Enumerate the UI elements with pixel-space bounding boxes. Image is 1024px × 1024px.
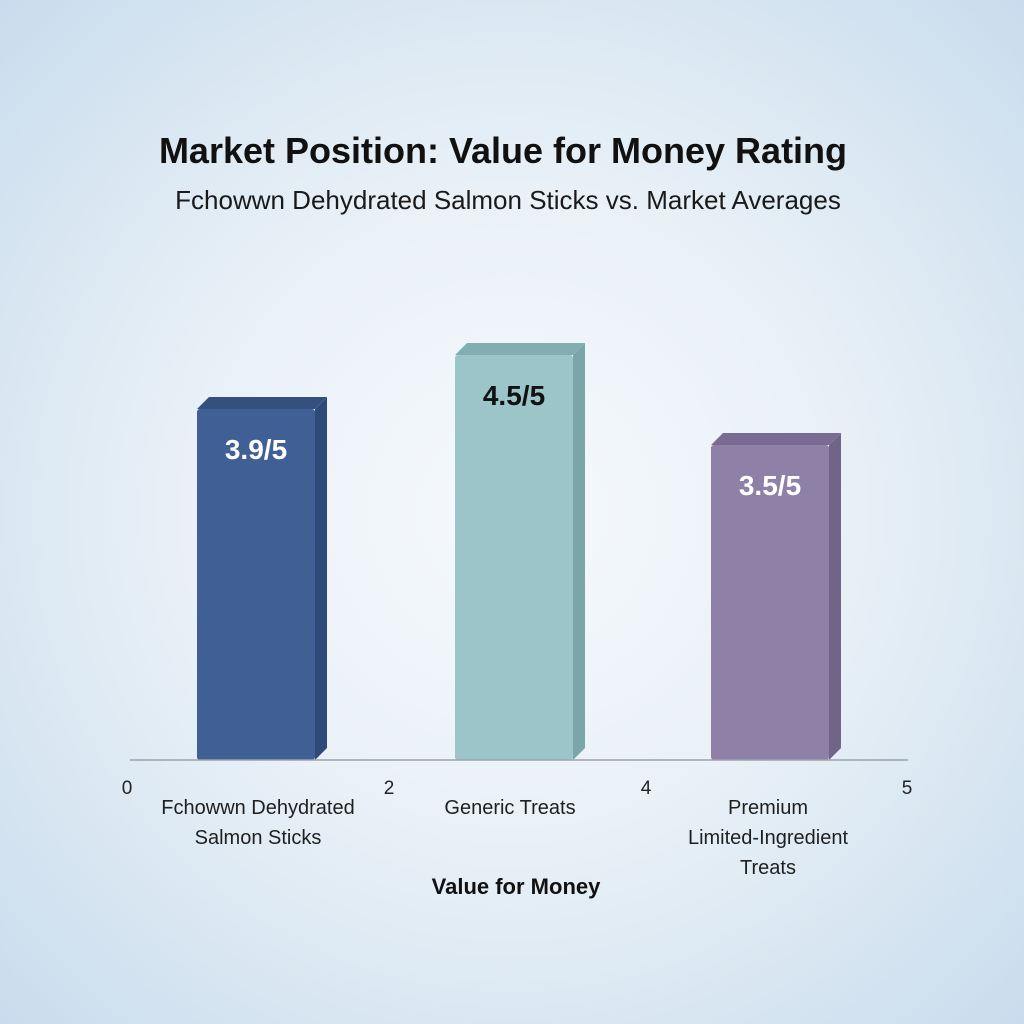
axis-ticks: 0 2 4 5 [122, 778, 913, 799]
bar-top-face [711, 433, 841, 445]
category-label: Generic Treats [444, 797, 575, 819]
category-label: Fchowwn Dehydrated Salmon Sticks [161, 797, 354, 849]
bar-side-face [573, 343, 585, 760]
bar-2: 4.5/5 [455, 343, 585, 760]
bar-front-face [711, 445, 829, 760]
tick-label: 4 [641, 778, 652, 799]
category-labels: Fchowwn Dehydrated Salmon Sticks Generic T… [161, 797, 848, 879]
chart-subtitle: Fchowwn Dehydrated Salmon Sticks vs. Mar… [175, 185, 841, 215]
bar-3: 3.5/5 [711, 433, 841, 760]
chart-title: Market Position: Value for Money Rating [159, 130, 847, 171]
data-label: 3.9/5 [225, 434, 287, 465]
tick-label: 0 [122, 778, 133, 799]
tick-label: 2 [384, 778, 395, 799]
bar-side-face [829, 433, 841, 760]
bar-front-face [455, 355, 573, 760]
tick-label: 5 [902, 778, 913, 799]
bar-top-face [455, 343, 585, 355]
bar-top-face [197, 397, 327, 409]
data-label: 3.5/5 [739, 470, 801, 501]
category-label: Premium Limited-Ingredient Treats [688, 797, 849, 879]
data-label: 4.5/5 [483, 380, 545, 411]
bar-side-face [315, 397, 327, 760]
bar-front-face [197, 409, 315, 760]
x-axis-label: Value for Money [432, 874, 601, 899]
bars-group: 3.9/5 4.5/5 3.5/5 [197, 343, 841, 760]
bar-1: 3.9/5 [197, 397, 327, 760]
